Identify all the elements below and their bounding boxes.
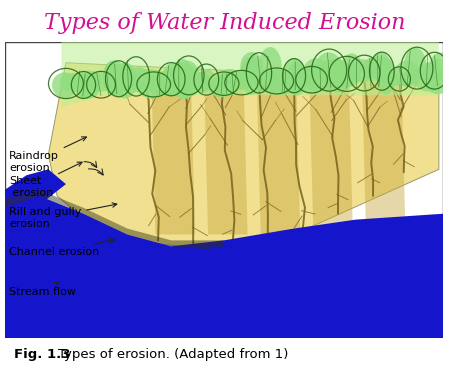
Ellipse shape <box>399 72 416 87</box>
Polygon shape <box>362 81 405 235</box>
Ellipse shape <box>239 57 264 95</box>
Ellipse shape <box>324 60 353 93</box>
Ellipse shape <box>255 73 285 93</box>
Ellipse shape <box>319 59 351 84</box>
Ellipse shape <box>113 63 136 91</box>
Text: Types of erosion. (Adapted from 1): Types of erosion. (Adapted from 1) <box>41 348 289 361</box>
Text: Stream flow: Stream flow <box>9 282 76 297</box>
Ellipse shape <box>328 66 361 88</box>
Polygon shape <box>257 81 300 235</box>
Ellipse shape <box>128 66 149 92</box>
Polygon shape <box>4 169 66 220</box>
Ellipse shape <box>112 63 138 99</box>
Ellipse shape <box>361 57 394 81</box>
Ellipse shape <box>286 62 307 96</box>
Ellipse shape <box>413 62 444 92</box>
Polygon shape <box>62 42 439 107</box>
Ellipse shape <box>303 58 329 88</box>
Ellipse shape <box>175 61 201 98</box>
Ellipse shape <box>216 69 243 89</box>
Ellipse shape <box>216 74 242 93</box>
Ellipse shape <box>224 72 259 90</box>
Text: Fig. 1.3: Fig. 1.3 <box>14 348 70 361</box>
Ellipse shape <box>103 61 121 95</box>
Ellipse shape <box>59 73 90 92</box>
Polygon shape <box>49 63 439 249</box>
Ellipse shape <box>261 69 297 95</box>
Polygon shape <box>152 81 195 235</box>
Ellipse shape <box>133 69 168 91</box>
Ellipse shape <box>86 71 114 92</box>
Ellipse shape <box>216 72 250 90</box>
Ellipse shape <box>394 61 420 87</box>
Ellipse shape <box>75 71 102 91</box>
Ellipse shape <box>423 59 450 94</box>
Ellipse shape <box>172 59 193 87</box>
Ellipse shape <box>377 57 395 95</box>
Ellipse shape <box>52 72 77 98</box>
Polygon shape <box>4 190 224 249</box>
Ellipse shape <box>171 62 197 99</box>
Ellipse shape <box>284 58 304 83</box>
Polygon shape <box>310 81 353 235</box>
Ellipse shape <box>303 64 324 91</box>
Ellipse shape <box>429 52 450 81</box>
Ellipse shape <box>192 72 211 93</box>
Ellipse shape <box>138 77 166 99</box>
Ellipse shape <box>404 47 426 82</box>
Ellipse shape <box>199 70 216 91</box>
Text: Raindrop
erosion: Raindrop erosion <box>9 137 86 173</box>
Polygon shape <box>204 81 248 235</box>
Ellipse shape <box>380 72 402 87</box>
Ellipse shape <box>76 73 92 99</box>
Ellipse shape <box>350 59 375 83</box>
Ellipse shape <box>314 52 343 92</box>
Text: Sheet
 erosion: Sheet erosion <box>9 162 82 198</box>
Ellipse shape <box>155 70 184 96</box>
Text: Rill and gully
erosion: Rill and gully erosion <box>9 203 117 229</box>
Ellipse shape <box>240 52 263 80</box>
Ellipse shape <box>259 47 282 86</box>
Ellipse shape <box>77 76 100 99</box>
Ellipse shape <box>209 78 234 97</box>
Text: Channel erosion: Channel erosion <box>9 238 115 257</box>
Ellipse shape <box>103 60 126 96</box>
Ellipse shape <box>372 52 390 81</box>
Ellipse shape <box>214 79 239 95</box>
Ellipse shape <box>104 64 131 96</box>
Ellipse shape <box>78 76 94 92</box>
Ellipse shape <box>163 63 183 91</box>
Ellipse shape <box>145 73 172 94</box>
Ellipse shape <box>341 53 362 83</box>
Text: Types of Water Induced Erosion: Types of Water Induced Erosion <box>44 12 406 34</box>
Ellipse shape <box>280 74 303 94</box>
Polygon shape <box>4 196 443 338</box>
Ellipse shape <box>157 69 187 97</box>
Ellipse shape <box>294 70 328 94</box>
